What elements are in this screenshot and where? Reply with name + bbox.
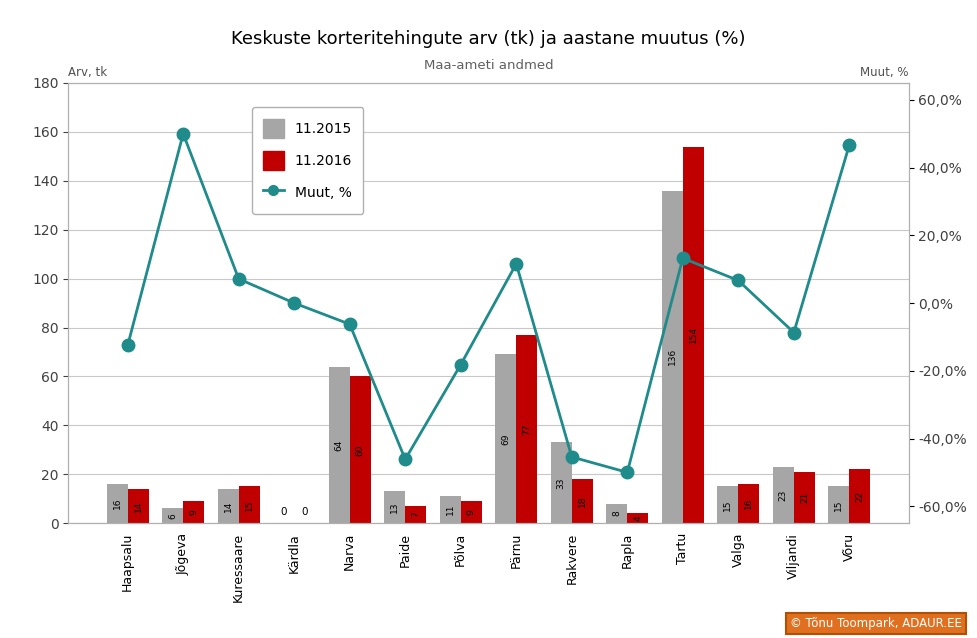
Text: 77: 77 [523,423,531,434]
Bar [661,191,683,523]
Text: 136: 136 [667,348,677,366]
Text: 9: 9 [467,509,476,515]
Bar [572,479,593,523]
Bar [551,443,572,523]
Text: 18: 18 [577,495,587,507]
Bar [794,472,815,523]
Bar [461,501,482,523]
Text: Arv, tk: Arv, tk [68,66,107,78]
Text: 0: 0 [280,507,287,517]
Bar [384,491,405,523]
Text: 13: 13 [390,501,400,513]
Text: 0: 0 [302,507,308,517]
Bar [106,484,128,523]
Bar [773,467,794,523]
Text: Maa-ameti andmed: Maa-ameti andmed [424,59,553,72]
Bar [238,486,260,523]
Text: 7: 7 [411,512,420,517]
Text: 69: 69 [501,433,510,445]
Text: 64: 64 [335,439,344,450]
Text: 154: 154 [689,326,698,343]
Text: 8: 8 [613,510,621,516]
Text: 21: 21 [800,492,809,503]
Bar [128,489,149,523]
Legend: 11.2015, 11.2016, Muut, %: 11.2015, 11.2016, Muut, % [252,107,363,214]
Bar [184,501,204,523]
Bar [440,496,461,523]
Bar [405,506,426,523]
Bar [627,514,649,523]
Bar [828,486,849,523]
Bar [350,376,371,523]
Bar [849,470,871,523]
Text: 14: 14 [134,500,143,512]
Text: Muut, %: Muut, % [860,66,909,78]
Text: 9: 9 [190,509,198,515]
Text: 22: 22 [856,491,865,502]
Text: 33: 33 [557,477,566,489]
Text: 14: 14 [224,500,233,512]
Text: 60: 60 [356,444,364,456]
Bar [683,147,703,523]
Text: 15: 15 [834,499,843,510]
Text: Keskuste korteritehingute arv (tk) ja aastane muutus (%): Keskuste korteritehingute arv (tk) ja aa… [232,30,745,48]
Bar [495,355,516,523]
Text: 15: 15 [723,499,732,510]
Bar [328,367,350,523]
Text: 23: 23 [779,489,787,501]
Text: 4: 4 [633,516,642,521]
Text: 15: 15 [245,499,254,510]
Text: © Tõnu Toompark, ADAUR.EE: © Tõnu Toompark, ADAUR.EE [790,618,962,630]
Bar [218,489,238,523]
Text: 16: 16 [744,498,753,509]
Bar [739,484,759,523]
Bar [717,486,739,523]
Text: 16: 16 [112,498,121,509]
Text: 11: 11 [446,504,454,516]
Text: 6: 6 [168,513,177,519]
Bar [516,335,537,523]
Bar [606,503,627,523]
Bar [162,508,184,523]
